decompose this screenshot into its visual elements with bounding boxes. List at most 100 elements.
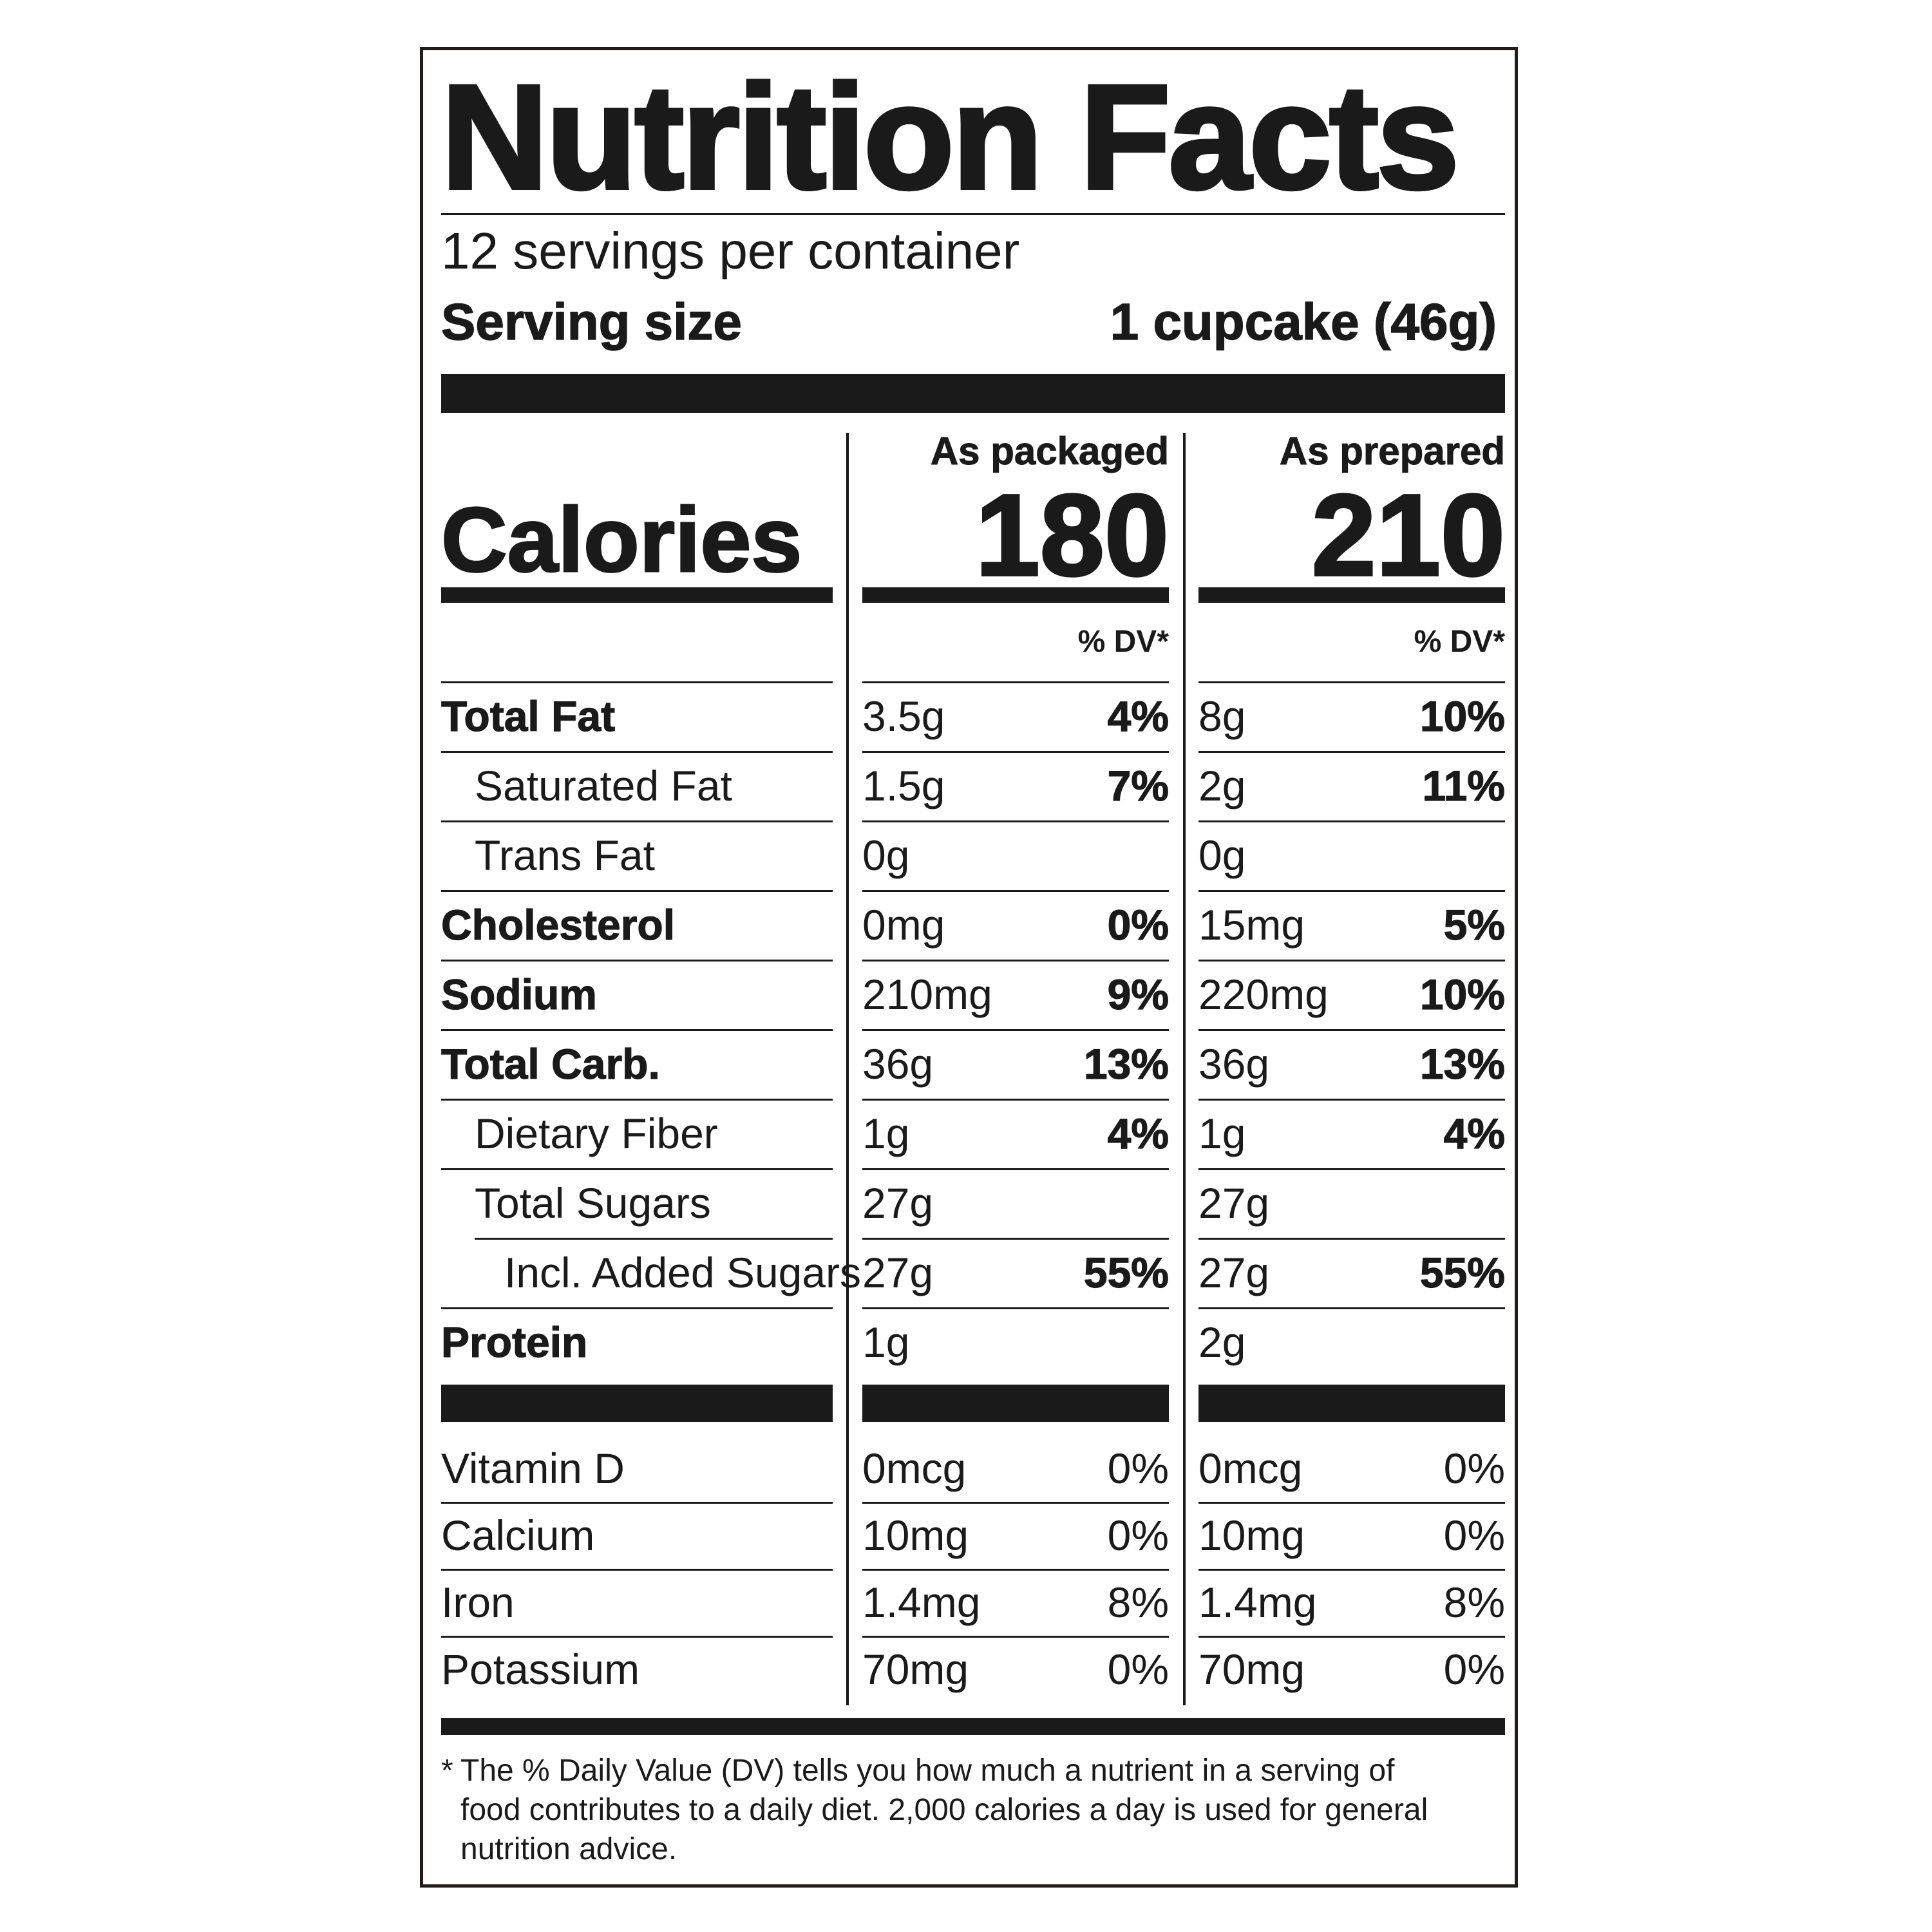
prepared-amount: 2g	[1198, 1318, 1246, 1366]
row-divider	[475, 1238, 833, 1240]
nutrient-name: Incl. Added Sugars	[504, 1249, 862, 1296]
nutrient-name: Cholesterol	[440, 900, 676, 949]
prepared-amount: 0g	[1198, 831, 1246, 879]
footnote-asterisk: *	[441, 1754, 453, 1788]
nutrient-row: Incl. Added Sugars 27g 55% 27g 55%	[423, 1238, 1521, 1307]
row-divider	[441, 681, 833, 683]
row-divider	[441, 1636, 833, 1638]
packaged-dv: 8%	[1107, 1578, 1169, 1626]
row-divider	[1198, 681, 1505, 683]
packaged-amount: 10mg	[862, 1511, 969, 1559]
packaged-dv	[1001, 1307, 1169, 1377]
row-divider	[441, 1569, 833, 1571]
row-divider	[862, 1569, 1169, 1571]
row-divider	[862, 890, 1169, 892]
prepared-amount: 8g	[1198, 692, 1246, 740]
row-divider	[441, 1099, 833, 1101]
row-divider	[862, 1238, 1169, 1240]
row-divider	[1198, 1502, 1505, 1504]
row-divider	[862, 820, 1169, 822]
serving-size-label: Serving size	[440, 293, 742, 350]
prepared-dv: 0%	[1443, 1444, 1505, 1492]
calories-value-packaged: 180	[974, 471, 1170, 600]
prepared-dv: 8%	[1443, 1578, 1505, 1626]
thick-divider-top	[441, 374, 1505, 413]
row-divider	[1198, 890, 1505, 892]
nutrient-name: Total Fat	[440, 692, 616, 740]
packaged-dv	[1001, 820, 1169, 890]
row-divider	[1198, 1238, 1505, 1240]
prepared-amount: 70mg	[1198, 1645, 1305, 1693]
servings-per-container: 12 servings per container	[441, 222, 1020, 279]
prepared-dv: 0%	[1443, 1511, 1505, 1559]
nutrient-row: Protein 1g 2g	[423, 1307, 1521, 1377]
nutrient-name: Trans Fat	[475, 831, 655, 879]
nutrient-row: Sodium 210mg 9% 220mg 10%	[423, 960, 1521, 1029]
calories-value-prepared: 210	[1311, 471, 1506, 600]
calories-bar-prepared	[1198, 587, 1505, 603]
row-divider	[1198, 751, 1505, 753]
calories-bar-label	[441, 587, 833, 603]
row-divider	[862, 1502, 1169, 1504]
column-heading-prepared: As prepared	[1279, 430, 1505, 473]
packaged-dv: 4%	[1107, 692, 1170, 740]
row-divider	[441, 1307, 833, 1309]
row-divider	[862, 681, 1169, 683]
prepared-amount: 1g	[1198, 1110, 1246, 1157]
prepared-amount: 15mg	[1198, 901, 1305, 949]
row-divider	[441, 960, 833, 961]
dv-heading-prepared: % DV*	[1414, 625, 1505, 659]
packaged-amount: 0g	[862, 831, 910, 879]
vitamin-bar-packaged	[862, 1385, 1169, 1422]
column-heading-packaged: As packaged	[930, 430, 1169, 473]
vitamin-bar-prepared	[1198, 1385, 1505, 1422]
packaged-dv: 7%	[1107, 761, 1170, 810]
row-divider	[862, 960, 1169, 961]
row-divider	[1198, 1307, 1505, 1309]
vitamin-row: Iron 1.4mg 8% 1.4mg 8%	[423, 1569, 1521, 1636]
packaged-amount: 0mcg	[862, 1444, 967, 1492]
prepared-amount: 220mg	[1198, 971, 1329, 1018]
nutrient-name: Dietary Fiber	[475, 1110, 718, 1157]
nutrient-name: Total Carb.	[440, 1039, 660, 1088]
calories-label: Calories	[440, 489, 802, 591]
prepared-amount: 36g	[1198, 1040, 1270, 1088]
column-separator-packaged	[846, 433, 849, 1705]
nutrient-name: Sodium	[440, 970, 597, 1018]
row-divider	[862, 1168, 1169, 1170]
prepared-dv: 13%	[1419, 1039, 1505, 1088]
row-divider	[1198, 1029, 1505, 1031]
packaged-amount: 1.5g	[862, 762, 945, 810]
nutrient-name: Saturated Fat	[475, 762, 732, 810]
row-divider	[862, 1099, 1169, 1101]
title-divider	[441, 213, 1505, 215]
packaged-amount: 210mg	[862, 971, 992, 1018]
prepared-dv	[1338, 820, 1505, 890]
nutrient-row: Saturated Fat 1.5g 7% 2g 11%	[423, 751, 1521, 820]
nutrient-row: Total Carb. 36g 13% 36g 13%	[423, 1029, 1521, 1099]
prepared-dv: 11%	[1422, 761, 1506, 810]
row-divider	[441, 820, 833, 822]
prepared-dv: 10%	[1419, 970, 1505, 1018]
packaged-dv: 0%	[1107, 900, 1170, 949]
nutrient-row: Trans Fat 0g 0g	[423, 820, 1521, 890]
nutrient-row: Cholesterol 0mg 0% 15mg 5%	[423, 890, 1521, 960]
prepared-dv: 55%	[1419, 1248, 1505, 1296]
row-divider	[862, 1029, 1169, 1031]
prepared-amount: 2g	[1198, 762, 1246, 810]
vitamin-row: Vitamin D 0mcg 0% 0mcg 0%	[423, 1435, 1521, 1502]
packaged-dv	[1001, 1168, 1169, 1238]
row-divider	[441, 1168, 833, 1170]
vitamin-row: Calcium 10mg 0% 10mg 0%	[423, 1502, 1521, 1569]
row-divider	[441, 1029, 833, 1031]
packaged-amount: 0mg	[862, 901, 945, 949]
nutrient-name: Total Sugars	[475, 1179, 711, 1227]
nutrient-name: Protein	[440, 1318, 588, 1366]
row-divider	[1198, 1168, 1505, 1170]
packaged-dv: 4%	[1107, 1109, 1170, 1157]
dv-heading-packaged: % DV*	[1077, 625, 1169, 659]
packaged-amount: 36g	[862, 1040, 934, 1088]
packaged-amount: 1g	[862, 1318, 910, 1366]
packaged-amount: 1g	[862, 1110, 910, 1157]
row-divider	[862, 751, 1169, 753]
